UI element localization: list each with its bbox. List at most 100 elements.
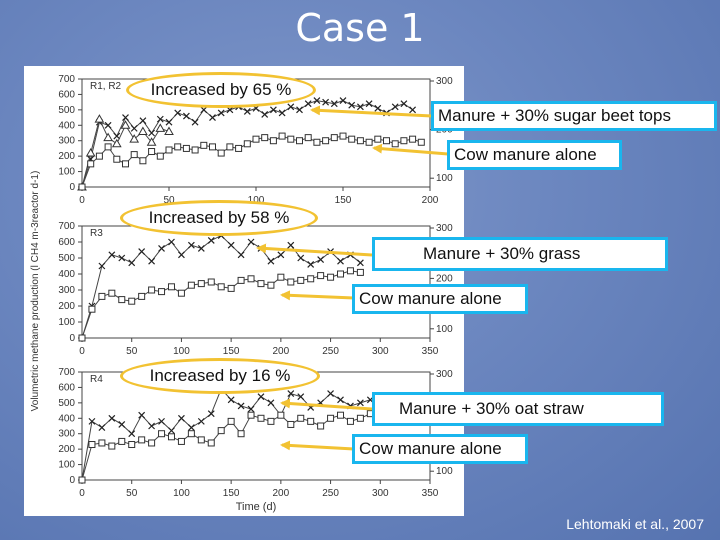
series-line [81, 413, 371, 481]
data-point-square [165, 146, 173, 154]
x-tick-label: 100 [173, 488, 190, 499]
data-point-square [237, 430, 245, 438]
x-tick-label: 0 [79, 488, 85, 499]
data-point-x [227, 396, 235, 404]
data-point-x [158, 417, 165, 425]
data-point-square [78, 476, 86, 484]
data-point-square [297, 276, 305, 284]
series-line [81, 135, 422, 188]
y-tick-label: 0 [69, 182, 75, 193]
data-point-x [317, 399, 325, 407]
data-point-square [167, 433, 175, 441]
x-tick-label: 300 [372, 488, 389, 499]
data-point-x [296, 106, 303, 114]
data-point-x [128, 430, 136, 438]
data-point-x [247, 405, 255, 413]
x-tick-label: 50 [126, 346, 138, 357]
data-point-x [88, 417, 96, 425]
data-point-square [167, 283, 175, 291]
data-point-x [209, 114, 216, 121]
data-point-x [322, 98, 330, 106]
data-point-x [347, 251, 354, 259]
data-point-square [356, 137, 364, 145]
y-tick-label: 700 [58, 221, 75, 232]
increase-oval-r3-label: Increased by 58 % [148, 208, 290, 227]
data-point-triangle [138, 126, 148, 135]
x-tick-label: 350 [422, 346, 439, 357]
data-point-x [307, 260, 315, 268]
data-point-square [104, 143, 112, 151]
data-point-triangle [103, 132, 113, 142]
data-point-square [296, 137, 303, 145]
data-point-square [88, 441, 96, 449]
data-point-x [158, 244, 165, 252]
x-tick-label: 50 [163, 195, 175, 206]
data-point-x [217, 109, 225, 117]
data-point-x [187, 241, 195, 249]
y-tick-label: 400 [58, 269, 75, 280]
data-point-x [156, 115, 164, 123]
data-point-x [297, 393, 305, 401]
data-point-square [138, 436, 146, 444]
data-point-x [269, 106, 277, 114]
data-point-x [261, 111, 269, 118]
data-point-x [400, 100, 408, 108]
data-point-square [118, 296, 126, 304]
data-point-x [148, 257, 156, 265]
data-point-square [307, 417, 315, 425]
data-point-square [346, 417, 354, 425]
x-tick-label: 250 [322, 488, 339, 499]
x-tick-label: 100 [173, 346, 190, 357]
data-point-x [237, 251, 245, 259]
data-point-square [108, 442, 116, 450]
data-point-square [365, 138, 373, 146]
data-point-x [337, 257, 344, 265]
data-point-triangle [94, 114, 105, 123]
data-point-x [130, 124, 138, 132]
data-point-square [356, 414, 364, 422]
data-point-square [78, 334, 86, 342]
data-point-square [297, 414, 305, 422]
data-point-x [187, 424, 195, 431]
y-tick-label: 700 [58, 74, 75, 85]
data-point-square [247, 275, 255, 283]
data-point-x [247, 238, 255, 246]
data-point-x [191, 118, 199, 126]
data-point-square [217, 283, 225, 291]
data-point-square [95, 152, 103, 160]
y-tick-label: 600 [58, 89, 75, 100]
data-point-x [197, 417, 205, 425]
data-point-square [182, 144, 190, 152]
data-point-square [227, 284, 235, 292]
data-point-square [277, 273, 285, 281]
data-point-x [374, 104, 382, 112]
data-point-triangle [85, 148, 96, 157]
callout-sugar-beet: Manure + 30% sugar beet tops [431, 101, 717, 131]
y-tick-label: 100 [58, 460, 75, 471]
data-point-square [277, 411, 285, 419]
data-point-square [197, 436, 205, 444]
data-point-square [156, 152, 164, 160]
series-line [81, 270, 361, 339]
data-point-square [237, 276, 245, 284]
callout-grass: Manure + 30% grass [372, 237, 668, 271]
data-point-square [200, 141, 208, 149]
data-point-square [148, 148, 156, 156]
right-tick-label: 100 [436, 466, 453, 477]
data-point-square [148, 286, 156, 294]
panel-label: R3 [90, 228, 103, 239]
x-tick-label: 250 [322, 346, 339, 357]
data-point-x [168, 427, 175, 435]
data-point-x [122, 114, 129, 121]
data-point-square [337, 270, 345, 278]
x-tick-label: 200 [422, 195, 439, 206]
x-tick-label: 50 [126, 488, 138, 499]
data-point-square [269, 137, 277, 145]
data-point-square [278, 132, 286, 140]
callout-cow-manure-1: Cow manure alone [447, 140, 622, 170]
data-point-x [267, 257, 275, 265]
data-point-x [277, 251, 285, 259]
data-point-square [217, 149, 225, 157]
data-point-square [128, 297, 136, 305]
x-tick-label: 350 [422, 488, 439, 499]
